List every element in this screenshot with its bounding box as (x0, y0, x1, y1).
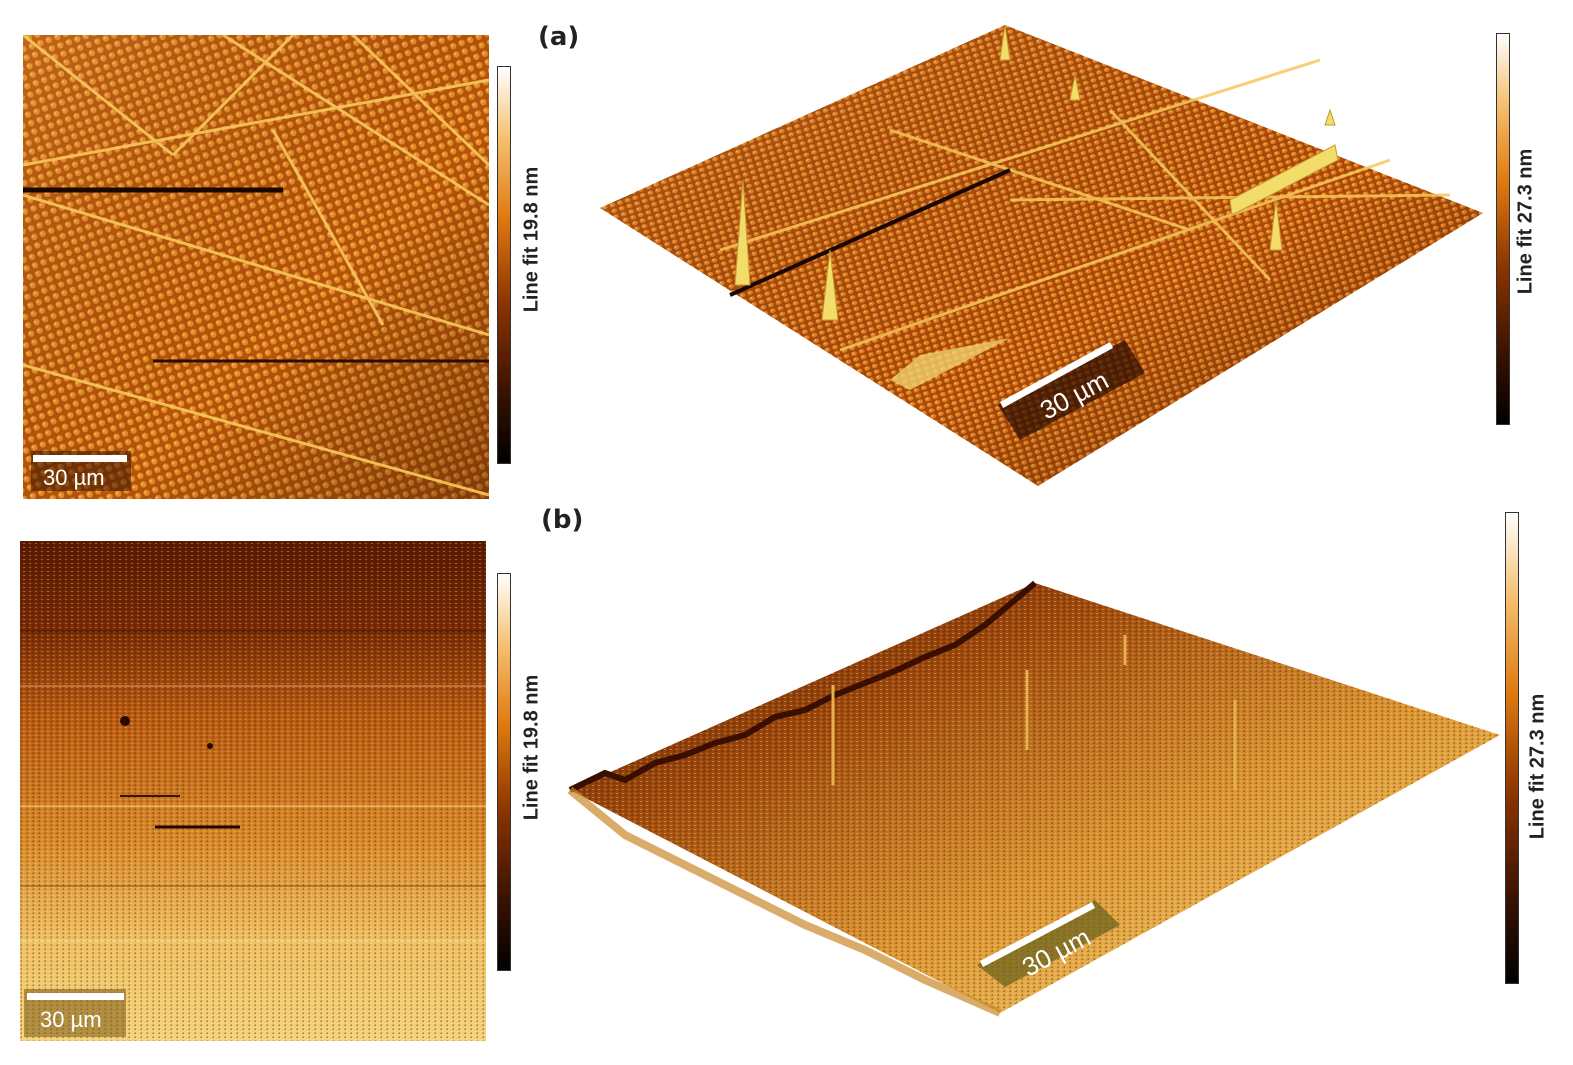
afm-2d-surface-b (20, 541, 486, 1041)
panel-label-b: (b) (541, 505, 584, 535)
afm-3d-surface-a (600, 24, 1483, 486)
colorbar-label-3d-b: Line fit 27.3 nm (1526, 693, 1549, 840)
afm-3d-surface-b (567, 580, 1500, 1017)
colorbar-label-2d-a: Line fit 19.8 nm (520, 166, 543, 313)
afm-2d-image-a: 30 µm (23, 35, 489, 499)
colorbar-2d-a (497, 66, 511, 464)
afm-3d-view-a: 30 µm (590, 20, 1490, 490)
scan-lines-b (20, 630, 486, 942)
surface-edge-back-b (568, 580, 1037, 793)
scan-artifact-3d-a (729, 168, 1011, 297)
scalebar-line-3d-b (980, 902, 1095, 967)
ridge-lines-a (23, 35, 489, 497)
panel-label-a: (a) (538, 22, 580, 52)
spikes-3d-a (734, 24, 1339, 321)
afm-2d-image-b: 30 µm (20, 541, 486, 1041)
scalebar-line-3d-a (1000, 342, 1113, 408)
colorbar-3d-a (1496, 33, 1510, 425)
colorbar-label-2d-b: Line fit 19.8 nm (520, 674, 543, 821)
scalebar-label-2d-b: 30 µm (40, 1007, 102, 1032)
ridge-lines-3d-a (719, 58, 1451, 352)
afm-3d-view-b: 30 µm (565, 575, 1505, 1020)
defect-dot-b1 (120, 716, 130, 726)
afm-2d-surface-a (23, 35, 489, 499)
colorbar-2d-b (497, 573, 511, 971)
scalebar-bg-3d-a (998, 340, 1145, 440)
spikes-3d-b (831, 635, 1237, 790)
colorbar-label-3d-a: Line fit 27.3 nm (1514, 148, 1537, 295)
scalebar-bg-3d-b (977, 900, 1120, 987)
scalebar-line-a (33, 455, 127, 462)
scalebar-label-2d-a: 30 µm (43, 465, 105, 490)
ridge-block-3d-a (890, 338, 1010, 390)
scalebar-line-b (27, 993, 124, 1000)
surface-edge-front-b (567, 786, 1002, 1017)
colorbar-3d-b (1505, 512, 1519, 984)
